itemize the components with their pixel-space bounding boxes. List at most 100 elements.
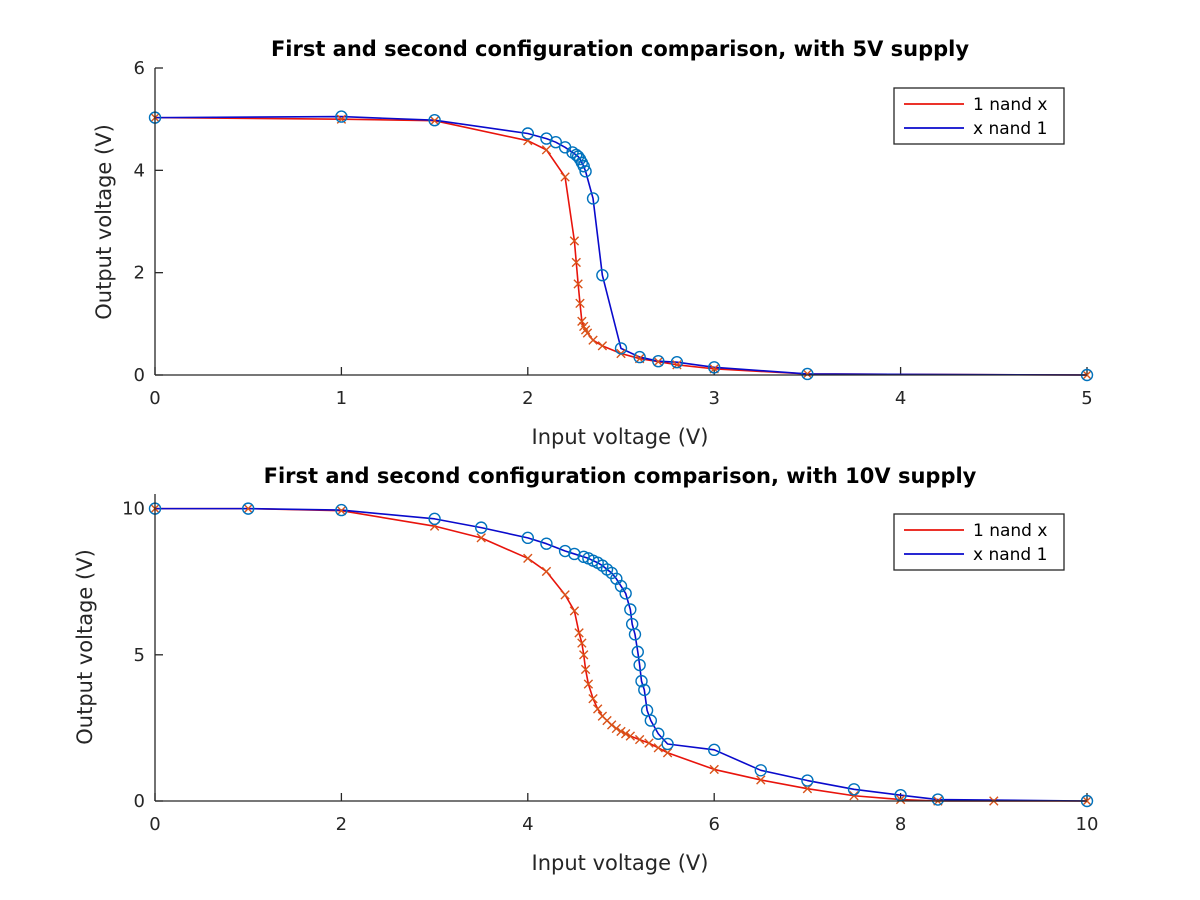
data-point — [620, 729, 631, 739]
series-2 — [154, 115, 1088, 376]
chart-title: First and second configuration compariso… — [264, 464, 977, 488]
data-point — [560, 172, 570, 182]
x-tick-label: 0 — [149, 388, 160, 409]
data-point — [634, 734, 645, 745]
data-point — [653, 357, 663, 367]
data-point — [847, 783, 861, 796]
data-point — [429, 116, 440, 126]
data-point — [579, 650, 589, 660]
data-point — [931, 793, 945, 806]
data-point — [652, 727, 665, 740]
data-point — [571, 150, 585, 163]
data-point — [521, 127, 534, 140]
data-point — [754, 764, 767, 777]
chart-10v-supply: First and second configuration compariso… — [73, 464, 1098, 875]
data-point — [577, 316, 587, 326]
legend-entry: 1 nand x — [973, 521, 1047, 541]
data-point — [577, 160, 590, 173]
data-point — [335, 110, 348, 123]
x-tick-label: 2 — [522, 388, 533, 409]
data-point — [611, 723, 622, 734]
data-point — [575, 298, 585, 309]
x-tick-label: 2 — [336, 814, 347, 835]
data-point — [573, 279, 583, 289]
data-point — [895, 794, 906, 805]
data-point — [593, 704, 603, 714]
chart-title: First and second configuration compariso… — [271, 37, 969, 61]
data-point — [670, 356, 684, 369]
data-point — [571, 257, 581, 268]
data-point — [631, 645, 644, 659]
data-point — [428, 113, 441, 127]
data-point — [644, 738, 654, 748]
data-point — [243, 503, 253, 514]
series-line — [155, 507, 1088, 802]
x-tick-label: 4 — [522, 814, 533, 835]
data-point — [569, 236, 580, 246]
data-point — [335, 503, 348, 517]
data-point — [708, 361, 721, 374]
y-axis-label: Output voltage (V) — [73, 549, 97, 745]
axes — [154, 68, 1087, 376]
data-point — [521, 531, 534, 545]
data-point — [661, 737, 674, 751]
legend-entry: x nand 1 — [973, 119, 1047, 139]
data-point — [541, 566, 552, 577]
legend: 1 nand x x nand 1 — [893, 513, 1065, 571]
data-point — [616, 726, 626, 737]
legend-box — [893, 513, 1065, 571]
data-point — [586, 192, 600, 205]
data-point — [633, 350, 646, 364]
y-tick-label: 0 — [134, 791, 145, 812]
ticks: 0 2 4 6 8 10 0 5 10 — [122, 499, 1098, 835]
series-1-markers — [150, 503, 1092, 806]
data-point — [801, 367, 814, 381]
data-point — [583, 679, 594, 689]
x-tick-label: 1 — [336, 388, 347, 409]
data-point — [606, 720, 617, 730]
y-tick-label: 5 — [134, 645, 145, 666]
data-point — [577, 638, 587, 648]
data-point — [588, 693, 598, 704]
data-point — [336, 505, 347, 516]
y-tick-label: 2 — [134, 263, 145, 284]
data-point — [635, 674, 648, 688]
axes — [154, 494, 1087, 802]
data-point — [560, 590, 570, 600]
data-point — [638, 683, 651, 697]
data-point — [801, 774, 814, 787]
data-point — [580, 664, 591, 675]
legend-entry: x nand 1 — [973, 545, 1047, 565]
data-point — [596, 269, 609, 282]
legend: 1 nand x x nand 1 — [893, 87, 1065, 145]
data-point — [652, 354, 665, 368]
x-tick-label: 5 — [1081, 388, 1092, 409]
y-tick-label: 4 — [134, 160, 145, 181]
data-point — [662, 748, 673, 758]
data-point — [624, 603, 637, 616]
data-point — [708, 743, 721, 757]
data-point — [614, 342, 628, 355]
data-point — [569, 606, 580, 616]
data-point — [756, 775, 766, 785]
data-point — [709, 764, 719, 775]
data-point — [588, 335, 598, 345]
data-point — [523, 553, 533, 564]
data-point — [540, 537, 553, 550]
data-point — [625, 731, 636, 741]
series-2 — [155, 507, 1088, 802]
legend-box — [893, 87, 1065, 145]
plot-area — [148, 502, 1094, 808]
data-point — [597, 341, 608, 351]
legend-entry: 1 nand x — [973, 95, 1047, 115]
series-line — [154, 115, 1088, 376]
data-point — [428, 512, 441, 526]
x-tick-label: 3 — [708, 388, 719, 409]
data-point — [633, 658, 646, 672]
data-point — [541, 145, 552, 155]
x-axis-label: Input voltage (V) — [532, 851, 709, 875]
y-tick-label: 6 — [134, 58, 145, 79]
data-point — [579, 165, 592, 178]
